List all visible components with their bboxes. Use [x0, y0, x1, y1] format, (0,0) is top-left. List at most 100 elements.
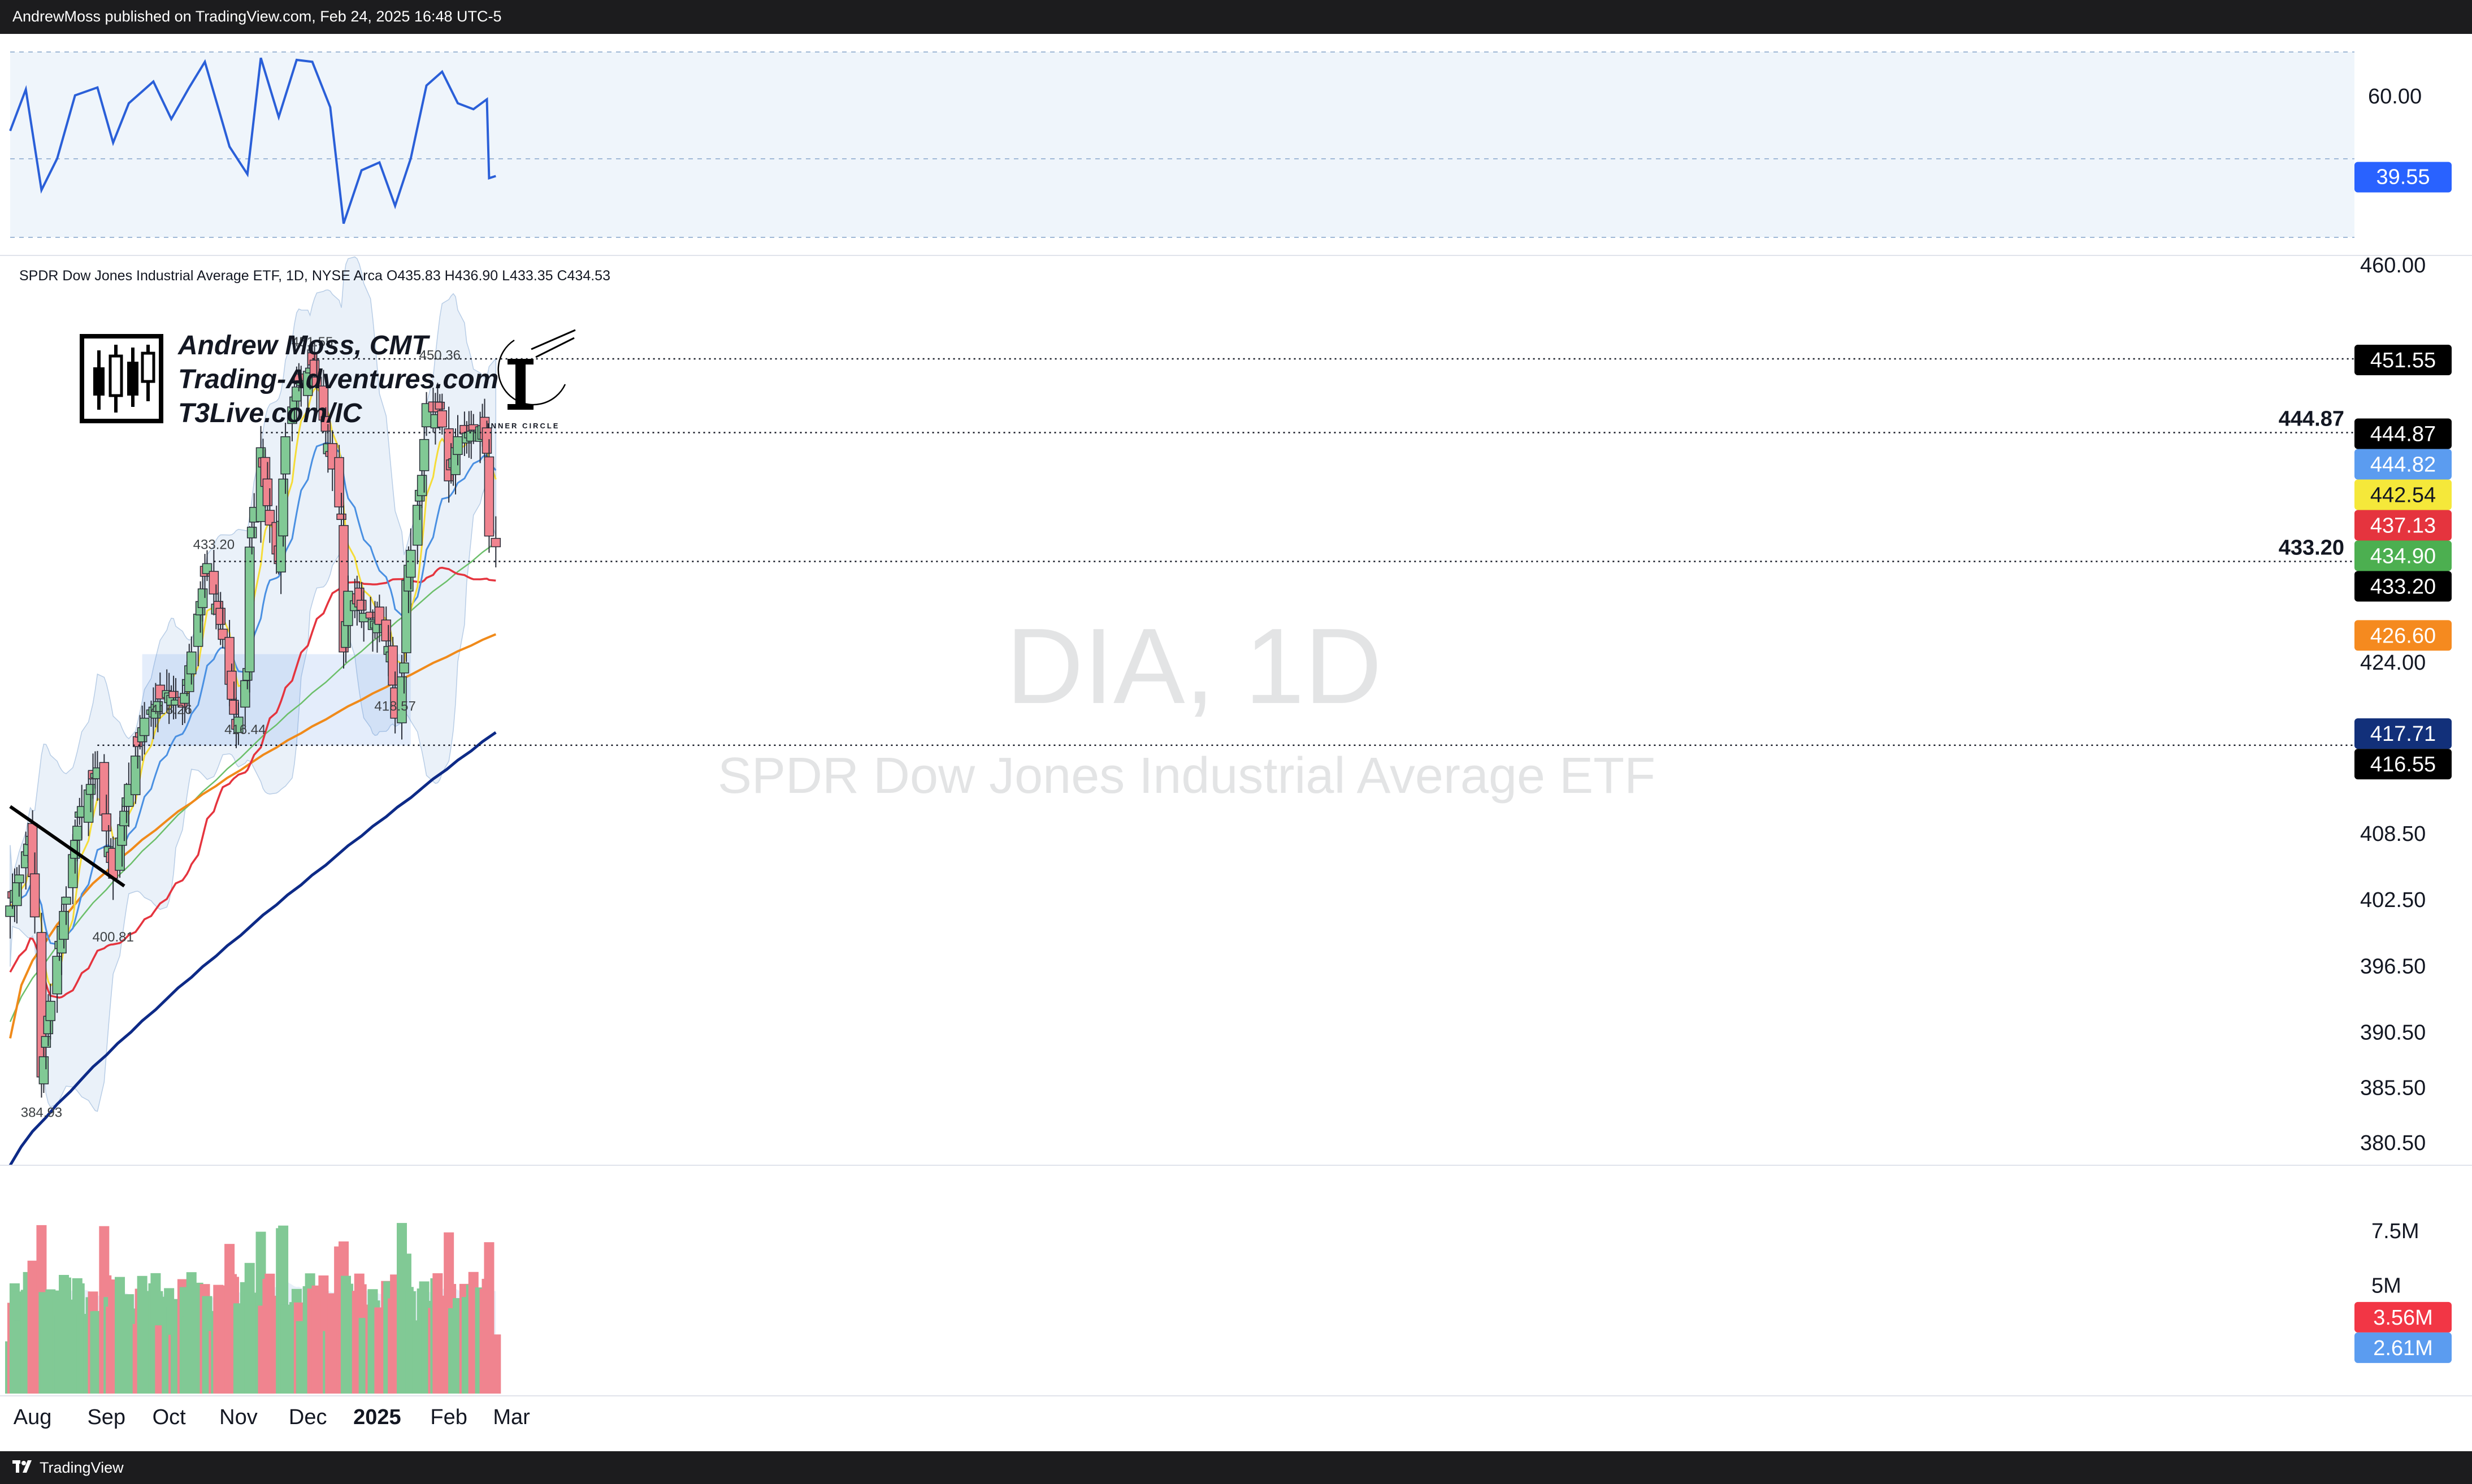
candle-body — [381, 619, 392, 641]
volume-pane — [5, 1223, 501, 1394]
candle — [419, 418, 430, 493]
tradingview-footer: TradingView — [0, 1451, 2472, 1484]
level-side-label: 444.87 — [2279, 407, 2344, 431]
candle-body — [168, 691, 179, 698]
price-label-text: 444.87 — [2370, 423, 2436, 446]
candle-body — [139, 718, 150, 736]
price-annotation: 418.57 — [374, 698, 415, 714]
candle-body — [38, 1056, 49, 1084]
candle — [233, 702, 244, 745]
candle-body — [311, 376, 322, 388]
price-tick: 460.00 — [2360, 254, 2426, 277]
price-annotation: 416.44 — [224, 722, 266, 737]
volume-label-text: 2.61M — [2373, 1337, 2433, 1360]
candle — [52, 948, 62, 1013]
candle-body — [197, 588, 208, 608]
candle-body — [85, 784, 96, 795]
volume-tick: 7.5M — [2371, 1220, 2419, 1243]
author-site: Trading-Adventures.com — [178, 365, 499, 394]
rsi-pane — [0, 51, 2472, 256]
author-name: Andrew Moss, CMT — [178, 331, 428, 361]
candle — [406, 528, 416, 590]
candle-body — [280, 436, 290, 475]
candle-body — [417, 475, 427, 496]
price-label-tag: 434.90 — [2354, 540, 2452, 571]
price-annotation: 451.55 — [292, 335, 333, 350]
time-tick: Dec — [289, 1405, 327, 1429]
time-tick: 2025 — [353, 1405, 401, 1429]
candle-body — [45, 1001, 56, 1021]
price-label-tag: 416.55 — [2354, 749, 2452, 780]
volume-bar — [491, 1334, 501, 1394]
candle-body — [262, 478, 273, 506]
candle-body — [5, 905, 15, 917]
candle-body — [12, 882, 22, 906]
candle-body — [412, 505, 423, 546]
sma-long-line — [8, 731, 497, 1166]
price-label-text: 417.71 — [2370, 722, 2436, 746]
price-pane: 384.93 400.81 418.26 433.20 416.44 451.55 418.… — [0, 256, 2472, 1166]
price-annotation: 433.20 — [193, 537, 235, 553]
author-ic-site: T3Live.com/IC — [178, 398, 362, 428]
candle-body — [453, 436, 463, 455]
volume-label-tag — [2354, 1301, 2452, 1333]
candle-body — [278, 478, 288, 537]
candle — [187, 636, 197, 685]
candlestick-logo-icon — [80, 334, 163, 423]
candle-body — [59, 910, 69, 940]
price-annotation: 400.81 — [92, 930, 133, 945]
time-tick: Oct — [153, 1405, 187, 1429]
candle-body — [334, 457, 344, 507]
candle — [280, 423, 290, 494]
candle-body — [244, 546, 255, 672]
published-text: AndrewMoss published on TradingView.com,… — [12, 8, 502, 25]
candle-body — [99, 762, 110, 816]
tradingview-label: TradingView — [40, 1459, 124, 1476]
price-label-tag: 444.82 — [2354, 449, 2452, 480]
candle — [14, 865, 24, 897]
price-label-tag: 442.54 — [2354, 479, 2452, 510]
price-tick: 380.50 — [2360, 1131, 2426, 1155]
price-annotation: 384.93 — [21, 1105, 62, 1120]
price-label-text: 442.54 — [2370, 484, 2436, 507]
inner-circle-logo-icon — [497, 329, 576, 410]
price-axis[interactable]: 460.00 424.00 408.50 402.50 396.50 390.50 385.… — [2354, 85, 2452, 1363]
candle-body — [131, 756, 141, 796]
candle — [45, 983, 56, 1040]
trendline — [9, 805, 125, 888]
candle — [61, 886, 71, 925]
candle-body — [227, 670, 237, 700]
candle-body — [399, 662, 409, 674]
volume-label-tag — [2354, 1332, 2452, 1363]
price-label-text: 451.55 — [2370, 349, 2436, 372]
price-tick: 385.50 — [2360, 1076, 2426, 1100]
candle-body — [117, 824, 127, 846]
price-label-text: 444.82 — [2370, 453, 2436, 477]
time-tick: Nov — [219, 1405, 258, 1429]
rsi-band — [10, 52, 2354, 237]
time-axis[interactable]: Aug Sep Oct Nov Dec 2025 Feb Mar — [0, 1395, 2472, 1429]
price-label-text: 434.90 — [2370, 545, 2436, 569]
price-label-tag: 417.71 — [2354, 718, 2452, 749]
watermark-description: SPDR Dow Jones Industrial Average ETF — [718, 748, 1656, 804]
rsi-value-text: 39.55 — [2376, 165, 2430, 189]
price-label-bg — [2354, 571, 2452, 602]
candle-body — [419, 439, 430, 471]
price-label-text: 433.20 — [2370, 575, 2436, 599]
price-label-bg — [2354, 540, 2452, 571]
candle-body — [101, 813, 112, 832]
candle-body — [484, 456, 495, 537]
candle-body — [215, 608, 225, 625]
candle-body — [61, 896, 71, 905]
candle-body — [491, 537, 501, 548]
candle — [168, 675, 179, 720]
price-label-bg — [2354, 418, 2452, 449]
volume-label-text: 3.56M — [2373, 1306, 2433, 1330]
published-bar: AndrewMoss published on TradingView.com,… — [0, 0, 2472, 34]
candle — [491, 516, 501, 568]
candle-body — [229, 700, 239, 715]
candle-body — [29, 873, 40, 918]
candle-body — [72, 826, 83, 841]
symbol-info-line[interactable]: SPDR Dow Jones Industrial Average ETF, 1… — [19, 268, 610, 284]
